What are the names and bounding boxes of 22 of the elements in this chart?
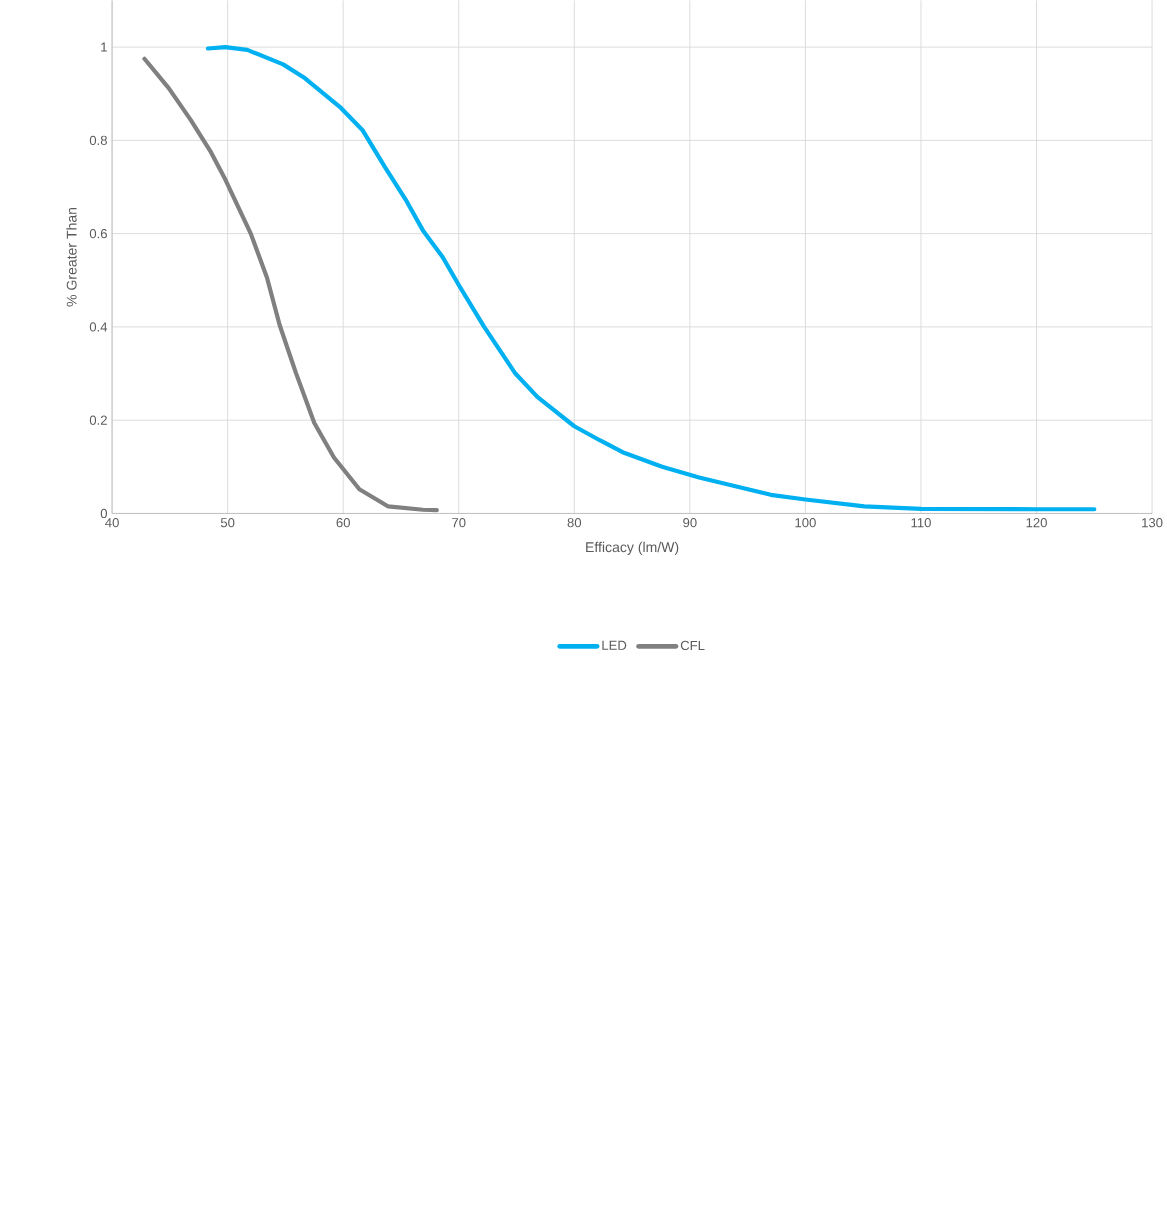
y-tick-label: 0.6 <box>89 229 107 239</box>
x-tick-label: 100 <box>795 518 816 528</box>
legend-label: CFL <box>680 640 705 651</box>
x-axis-title: Efficacy (lm/W) <box>586 541 679 555</box>
x-tick-label: 120 <box>1026 518 1047 528</box>
x-tick-label: 80 <box>567 518 581 528</box>
x-tick-label: 60 <box>336 518 350 528</box>
y-tick-label: 0 <box>100 508 107 519</box>
y-tick-label: 0.2 <box>89 415 107 425</box>
line-series <box>205 44 1097 512</box>
y-tick-label: 1 <box>101 42 107 52</box>
y-tick-label: 0.4 <box>89 322 107 332</box>
x-tick-label: 50 <box>220 518 235 528</box>
x-tick-label: 70 <box>451 518 466 528</box>
x-tick-label: 40 <box>104 518 119 528</box>
y-axis-title: % Greater Than <box>66 207 77 307</box>
line-series <box>142 56 439 513</box>
y-tick-label: 0.8 <box>89 135 107 146</box>
legend-label: LED <box>602 640 627 650</box>
x-tick-label: 130 <box>1141 518 1163 528</box>
x-tick-label: 110 <box>911 518 931 528</box>
x-tick-label: 90 <box>683 518 697 528</box>
